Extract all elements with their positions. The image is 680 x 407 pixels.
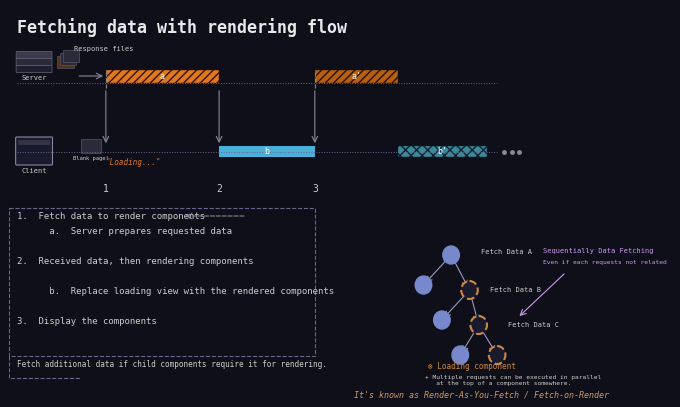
FancyBboxPatch shape — [60, 53, 76, 65]
Text: Sequentially Data Fetching: Sequentially Data Fetching — [543, 248, 653, 254]
Text: Fetch Data C: Fetch Data C — [508, 322, 559, 328]
Text: Response files: Response files — [73, 46, 133, 52]
Bar — [315, 70, 398, 83]
FancyBboxPatch shape — [16, 59, 52, 66]
Text: 2.  Received data, then rendering components: 2. Received data, then rendering compone… — [16, 257, 253, 266]
Text: It's known as Render-As-You-Fetch / Fetch-on-Render: It's known as Render-As-You-Fetch / Fetc… — [354, 391, 609, 400]
Circle shape — [452, 346, 469, 364]
FancyBboxPatch shape — [63, 50, 79, 62]
Text: Fetch Data B: Fetch Data B — [490, 287, 541, 293]
Text: 1.  Fetch data to render components: 1. Fetch data to render components — [16, 212, 205, 221]
Text: 3.  Display the components: 3. Display the components — [16, 317, 156, 326]
Text: Fetch Data A: Fetch Data A — [481, 249, 532, 255]
Text: + Multiple requests can be executed in parallel
   at the top of a component som: + Multiple requests can be executed in p… — [425, 375, 602, 386]
Circle shape — [443, 246, 460, 264]
Text: a: a — [160, 72, 165, 81]
Text: b: b — [265, 147, 269, 156]
Text: b.  Replace loading view with the rendered components: b. Replace loading view with the rendere… — [16, 287, 334, 296]
Bar — [398, 146, 487, 157]
FancyBboxPatch shape — [16, 137, 52, 165]
FancyBboxPatch shape — [16, 52, 52, 59]
Text: 2: 2 — [216, 184, 222, 194]
Circle shape — [461, 281, 478, 299]
FancyBboxPatch shape — [57, 56, 73, 68]
Text: Server: Server — [21, 75, 47, 81]
Text: 3: 3 — [312, 184, 318, 194]
FancyBboxPatch shape — [18, 140, 50, 145]
Text: "Loading...": "Loading..." — [105, 158, 161, 167]
Bar — [106, 70, 219, 83]
Text: Fetching data with rendering flow: Fetching data with rendering flow — [16, 18, 347, 37]
Circle shape — [489, 346, 505, 364]
Text: Client: Client — [21, 168, 47, 174]
Bar — [106, 70, 219, 83]
Bar — [10, 208, 315, 356]
Circle shape — [471, 316, 487, 334]
Text: a.  Server prepares requested data: a. Server prepares requested data — [16, 227, 232, 236]
Bar — [219, 146, 315, 157]
Bar — [315, 70, 398, 83]
Circle shape — [434, 311, 450, 329]
Text: ⊗ Loading component: ⊗ Loading component — [428, 362, 516, 371]
Bar — [81, 139, 101, 153]
Bar — [398, 146, 487, 157]
Text: Blank page!: Blank page! — [73, 156, 109, 161]
Circle shape — [415, 276, 432, 294]
Text: 1: 1 — [103, 184, 109, 194]
Text: Fetch additional data if child components require it for rendering.: Fetch additional data if child component… — [16, 360, 326, 369]
Text: Even if each requests not related: Even if each requests not related — [543, 260, 667, 265]
FancyBboxPatch shape — [16, 66, 52, 72]
Text: b': b' — [437, 147, 447, 156]
Text: a': a' — [352, 72, 361, 81]
